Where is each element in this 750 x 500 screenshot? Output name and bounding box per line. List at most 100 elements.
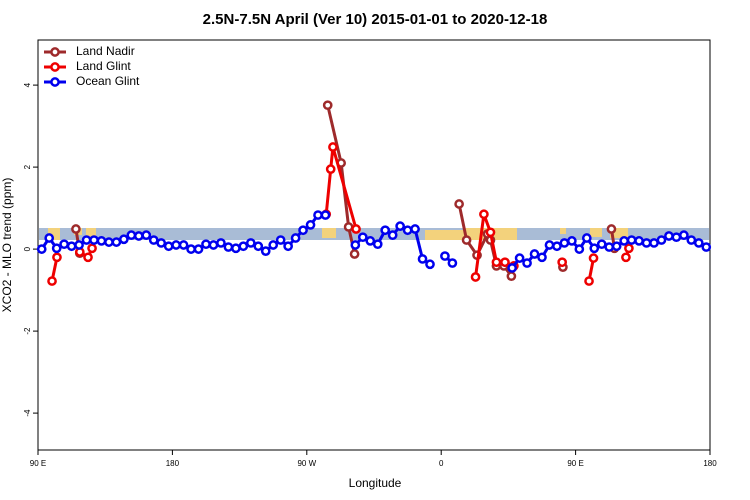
data-point <box>322 100 333 111</box>
x-tick-label: 90 E <box>30 459 46 468</box>
series-line <box>326 104 357 255</box>
data-point <box>283 241 293 252</box>
legend-marker <box>50 77 60 87</box>
data-point <box>624 243 634 254</box>
x-axis-label: Longitude <box>349 476 402 490</box>
data-point <box>148 235 159 245</box>
data-point <box>66 241 77 252</box>
data-point <box>163 241 174 252</box>
data-point <box>119 234 129 245</box>
data-point <box>343 222 354 232</box>
data-point <box>522 258 532 268</box>
data-point <box>440 251 450 261</box>
data-point <box>584 276 594 286</box>
data-point <box>641 238 652 248</box>
data-point <box>454 199 464 209</box>
y-axis-label: XCO2 - MLO trend (ppm) <box>0 178 14 313</box>
legend-label: Land Glint <box>76 59 131 73</box>
data-point <box>245 238 256 248</box>
data-point <box>500 257 510 268</box>
data-point <box>596 239 607 250</box>
data-point <box>208 240 219 250</box>
data-point <box>52 252 62 263</box>
data-point <box>260 246 271 256</box>
data-point <box>298 225 308 236</box>
data-point <box>656 235 667 245</box>
data-point <box>51 243 62 254</box>
data-point <box>491 257 502 268</box>
data-point <box>559 238 570 248</box>
data-point <box>537 252 547 263</box>
legend-marker <box>50 47 60 57</box>
legend-marker <box>50 62 60 72</box>
data-point <box>664 231 674 241</box>
data-point <box>305 220 316 230</box>
y-tick-label: 2 <box>23 164 32 169</box>
data-point <box>171 240 181 250</box>
data-point <box>387 230 398 241</box>
data-point <box>325 164 336 174</box>
data-point <box>611 241 622 252</box>
data-point <box>461 235 472 245</box>
data-point <box>201 239 211 250</box>
data-point <box>606 224 617 234</box>
data-point <box>506 271 517 282</box>
data-point <box>104 237 114 247</box>
data-point <box>507 263 517 273</box>
data-point <box>290 233 301 243</box>
data-point <box>87 243 97 254</box>
data-point <box>83 252 93 263</box>
data-point <box>588 253 599 263</box>
data-point <box>313 210 323 220</box>
data-point <box>470 272 481 282</box>
data-point <box>89 235 99 245</box>
data-point <box>693 238 704 248</box>
legend-label: Land Nadir <box>76 44 135 58</box>
surface-band <box>39 228 709 240</box>
data-point <box>701 242 712 252</box>
data-point <box>275 235 286 245</box>
data-point <box>686 235 697 245</box>
x-tick-label: 0 <box>439 459 444 468</box>
series-line <box>324 146 358 230</box>
data-point <box>671 232 682 243</box>
data-point <box>36 244 47 254</box>
data-point <box>349 249 360 259</box>
data-point <box>581 233 592 243</box>
data-point <box>425 259 435 270</box>
data-point <box>410 224 420 234</box>
data-point <box>178 240 189 250</box>
data-point <box>679 230 689 241</box>
data-point <box>529 249 540 259</box>
data-point <box>479 209 489 220</box>
data-point <box>567 236 577 246</box>
x-tick-label: 180 <box>703 459 717 468</box>
data-point <box>111 237 122 247</box>
data-point <box>59 239 69 250</box>
data-point <box>604 242 615 252</box>
data-point <box>372 239 383 250</box>
data-point <box>96 236 107 246</box>
y-tick-label: -2 <box>23 327 32 335</box>
x-tick-label: 90 E <box>567 459 583 468</box>
data-point <box>156 238 167 248</box>
data-point <box>126 230 137 241</box>
data-point <box>447 258 458 268</box>
data-point <box>634 236 644 246</box>
data-point <box>320 210 331 220</box>
data-point <box>626 235 637 245</box>
y-tick-label: -4 <box>23 409 32 417</box>
data-point <box>71 224 81 234</box>
data-point <box>193 244 204 254</box>
data-point <box>380 225 391 236</box>
x-tick-label: 90 W <box>297 459 316 468</box>
data-point <box>395 221 405 231</box>
data-point <box>231 243 241 254</box>
chart-title: 2.5N-7.5N April (Ver 10) 2015-01-01 to 2… <box>203 11 548 28</box>
data-point <box>350 240 361 250</box>
data-point <box>574 244 585 254</box>
data-point <box>223 242 234 252</box>
data-point <box>649 238 659 248</box>
data-point <box>216 238 226 248</box>
